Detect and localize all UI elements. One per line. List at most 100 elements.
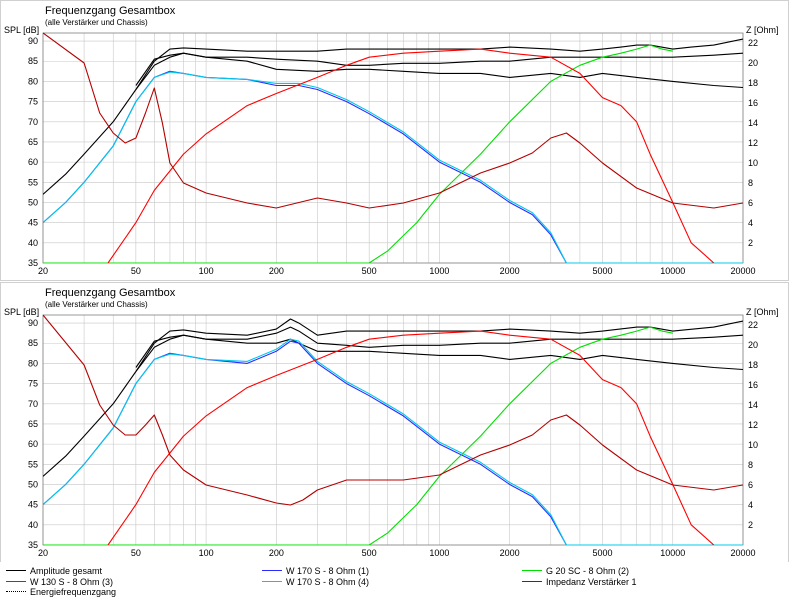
series-line-w130_3 bbox=[107, 48, 715, 263]
legend-item-w170-4: W 170 S - 8 Ohm (4) bbox=[262, 576, 369, 587]
y2-tick-label: 10 bbox=[748, 440, 758, 450]
x-tick-label: 1000 bbox=[429, 266, 449, 276]
series-line-w130_3 bbox=[107, 330, 715, 545]
y-tick-label: 35 bbox=[28, 540, 38, 550]
frequency-response-charts: Frequenzgang Gesamtbox(alle Verstärker u… bbox=[0, 0, 789, 562]
y-tick-label: 80 bbox=[28, 76, 38, 86]
y2-tick-label: 22 bbox=[748, 38, 758, 48]
legend-label: W 170 S - 8 Ohm (4) bbox=[286, 576, 370, 587]
y-tick-label: 50 bbox=[28, 197, 38, 207]
legend-item-g20sc-2: G 20 SC - 8 Ohm (2) bbox=[522, 565, 629, 576]
x-tick-label: 200 bbox=[269, 548, 284, 558]
series-line-impedance bbox=[43, 32, 743, 209]
y-tick-label: 50 bbox=[28, 479, 38, 489]
legend: Amplitude gesamt W 170 S - 8 Ohm (1) G 2… bbox=[0, 562, 789, 597]
y2-tick-label: 4 bbox=[748, 218, 753, 228]
y-tick-label: 55 bbox=[28, 177, 38, 187]
chart-panel-1: Frequenzgang Gesamtbox(alle Verstärker u… bbox=[0, 0, 789, 281]
series-line-w170_4 bbox=[43, 71, 743, 263]
x-tick-label: 20 bbox=[38, 548, 48, 558]
panel-frame bbox=[0, 0, 789, 281]
legend-swatch-w170-1 bbox=[262, 570, 282, 571]
y2-tick-label: 14 bbox=[748, 400, 758, 410]
y-tick-label: 45 bbox=[28, 500, 38, 510]
y2-tick-label: 6 bbox=[748, 480, 753, 490]
y-tick-label: 70 bbox=[28, 117, 38, 127]
y-tick-label: 85 bbox=[28, 56, 38, 66]
y-tick-label: 45 bbox=[28, 218, 38, 228]
y-tick-label: 70 bbox=[28, 399, 38, 409]
plot-area bbox=[42, 32, 744, 264]
y2-tick-label: 12 bbox=[748, 420, 758, 430]
x-tick-label: 200 bbox=[269, 266, 284, 276]
legend-label: Impedanz Verstärker 1 bbox=[546, 576, 637, 587]
x-tick-label: 20000 bbox=[730, 548, 755, 558]
y2-tick-label: 16 bbox=[748, 98, 758, 108]
x-tick-label: 10000 bbox=[660, 548, 685, 558]
series-line-amplitude bbox=[43, 318, 743, 477]
x-tick-label: 20 bbox=[38, 266, 48, 276]
y-axis-label: SPL [dB] bbox=[4, 307, 39, 317]
legend-item-impedance: Impedanz Verstärker 1 bbox=[522, 576, 637, 587]
series-line-amplitude bbox=[43, 38, 743, 195]
legend-item-w130-3: W 130 S - 8 Ohm (3) bbox=[6, 576, 113, 587]
legend-label: W 170 S - 8 Ohm (1) bbox=[286, 565, 370, 576]
y2-tick-label: 6 bbox=[748, 198, 753, 208]
y-tick-label: 65 bbox=[28, 137, 38, 147]
legend-swatch-g20sc-2 bbox=[522, 570, 542, 571]
y-tick-label: 75 bbox=[28, 379, 38, 389]
y2-tick-label: 2 bbox=[748, 520, 753, 530]
legend-label: W 130 S - 8 Ohm (3) bbox=[30, 576, 114, 587]
x-tick-label: 10000 bbox=[660, 266, 685, 276]
chart-panel-2: Frequenzgang Gesamtbox(alle Verstärker u… bbox=[0, 282, 789, 562]
series-line-g20sc_2 bbox=[43, 44, 673, 263]
chart-title: Frequenzgang Gesamtbox bbox=[45, 5, 176, 17]
y2-tick-label: 8 bbox=[748, 460, 753, 470]
x-tick-label: 5000 bbox=[593, 266, 613, 276]
legend-label: Energiefrequenzgang bbox=[30, 586, 117, 597]
chart-subtitle: (alle Verstärker und Chassis) bbox=[45, 300, 148, 309]
legend-item-energy: Energiefrequenzgang bbox=[6, 586, 116, 597]
y-tick-label: 40 bbox=[28, 238, 38, 248]
legend-swatch-energy bbox=[6, 591, 26, 592]
y-tick-label: 90 bbox=[28, 36, 38, 46]
y2-axis-label: Z [Ohm] bbox=[746, 25, 779, 35]
y-tick-label: 35 bbox=[28, 258, 38, 268]
chart-subtitle: (alle Verstärker und Chassis) bbox=[45, 18, 148, 27]
y-tick-label: 85 bbox=[28, 338, 38, 348]
series-group bbox=[43, 314, 743, 545]
y2-tick-label: 4 bbox=[748, 500, 753, 510]
chart-title: Frequenzgang Gesamtbox bbox=[45, 287, 176, 299]
legend-swatch-amplitude bbox=[6, 570, 26, 571]
plot-area bbox=[42, 314, 744, 546]
x-tick-label: 5000 bbox=[593, 548, 613, 558]
y-tick-label: 90 bbox=[28, 318, 38, 328]
x-tick-label: 20000 bbox=[730, 266, 755, 276]
y-tick-label: 60 bbox=[28, 157, 38, 167]
y-tick-label: 40 bbox=[28, 520, 38, 530]
y2-tick-label: 20 bbox=[748, 340, 758, 350]
y-tick-label: 75 bbox=[28, 97, 38, 107]
series-line-energy bbox=[135, 52, 743, 90]
y2-tick-label: 20 bbox=[748, 58, 758, 68]
y2-tick-label: 18 bbox=[748, 78, 758, 88]
legend-swatch-w170-4 bbox=[262, 581, 282, 582]
y2-axis-label: Z [Ohm] bbox=[746, 307, 779, 317]
series-line-energy bbox=[135, 334, 743, 372]
grid bbox=[42, 315, 744, 546]
y2-tick-label: 12 bbox=[748, 138, 758, 148]
series-line-g20sc_2 bbox=[43, 326, 673, 545]
x-tick-label: 100 bbox=[199, 548, 214, 558]
y2-tick-label: 8 bbox=[748, 178, 753, 188]
x-tick-label: 50 bbox=[131, 266, 141, 276]
y2-tick-label: 14 bbox=[748, 118, 758, 128]
y2-tick-label: 2 bbox=[748, 238, 753, 248]
x-tick-label: 2000 bbox=[500, 266, 520, 276]
x-tick-label: 50 bbox=[131, 548, 141, 558]
panel-frame bbox=[0, 282, 789, 562]
legend-swatch-impedance bbox=[522, 581, 542, 582]
series-line-w170_4 bbox=[43, 338, 743, 545]
legend-label: Amplitude gesamt bbox=[30, 565, 103, 576]
y2-tick-label: 18 bbox=[748, 360, 758, 370]
series-line-impedance bbox=[43, 314, 743, 506]
